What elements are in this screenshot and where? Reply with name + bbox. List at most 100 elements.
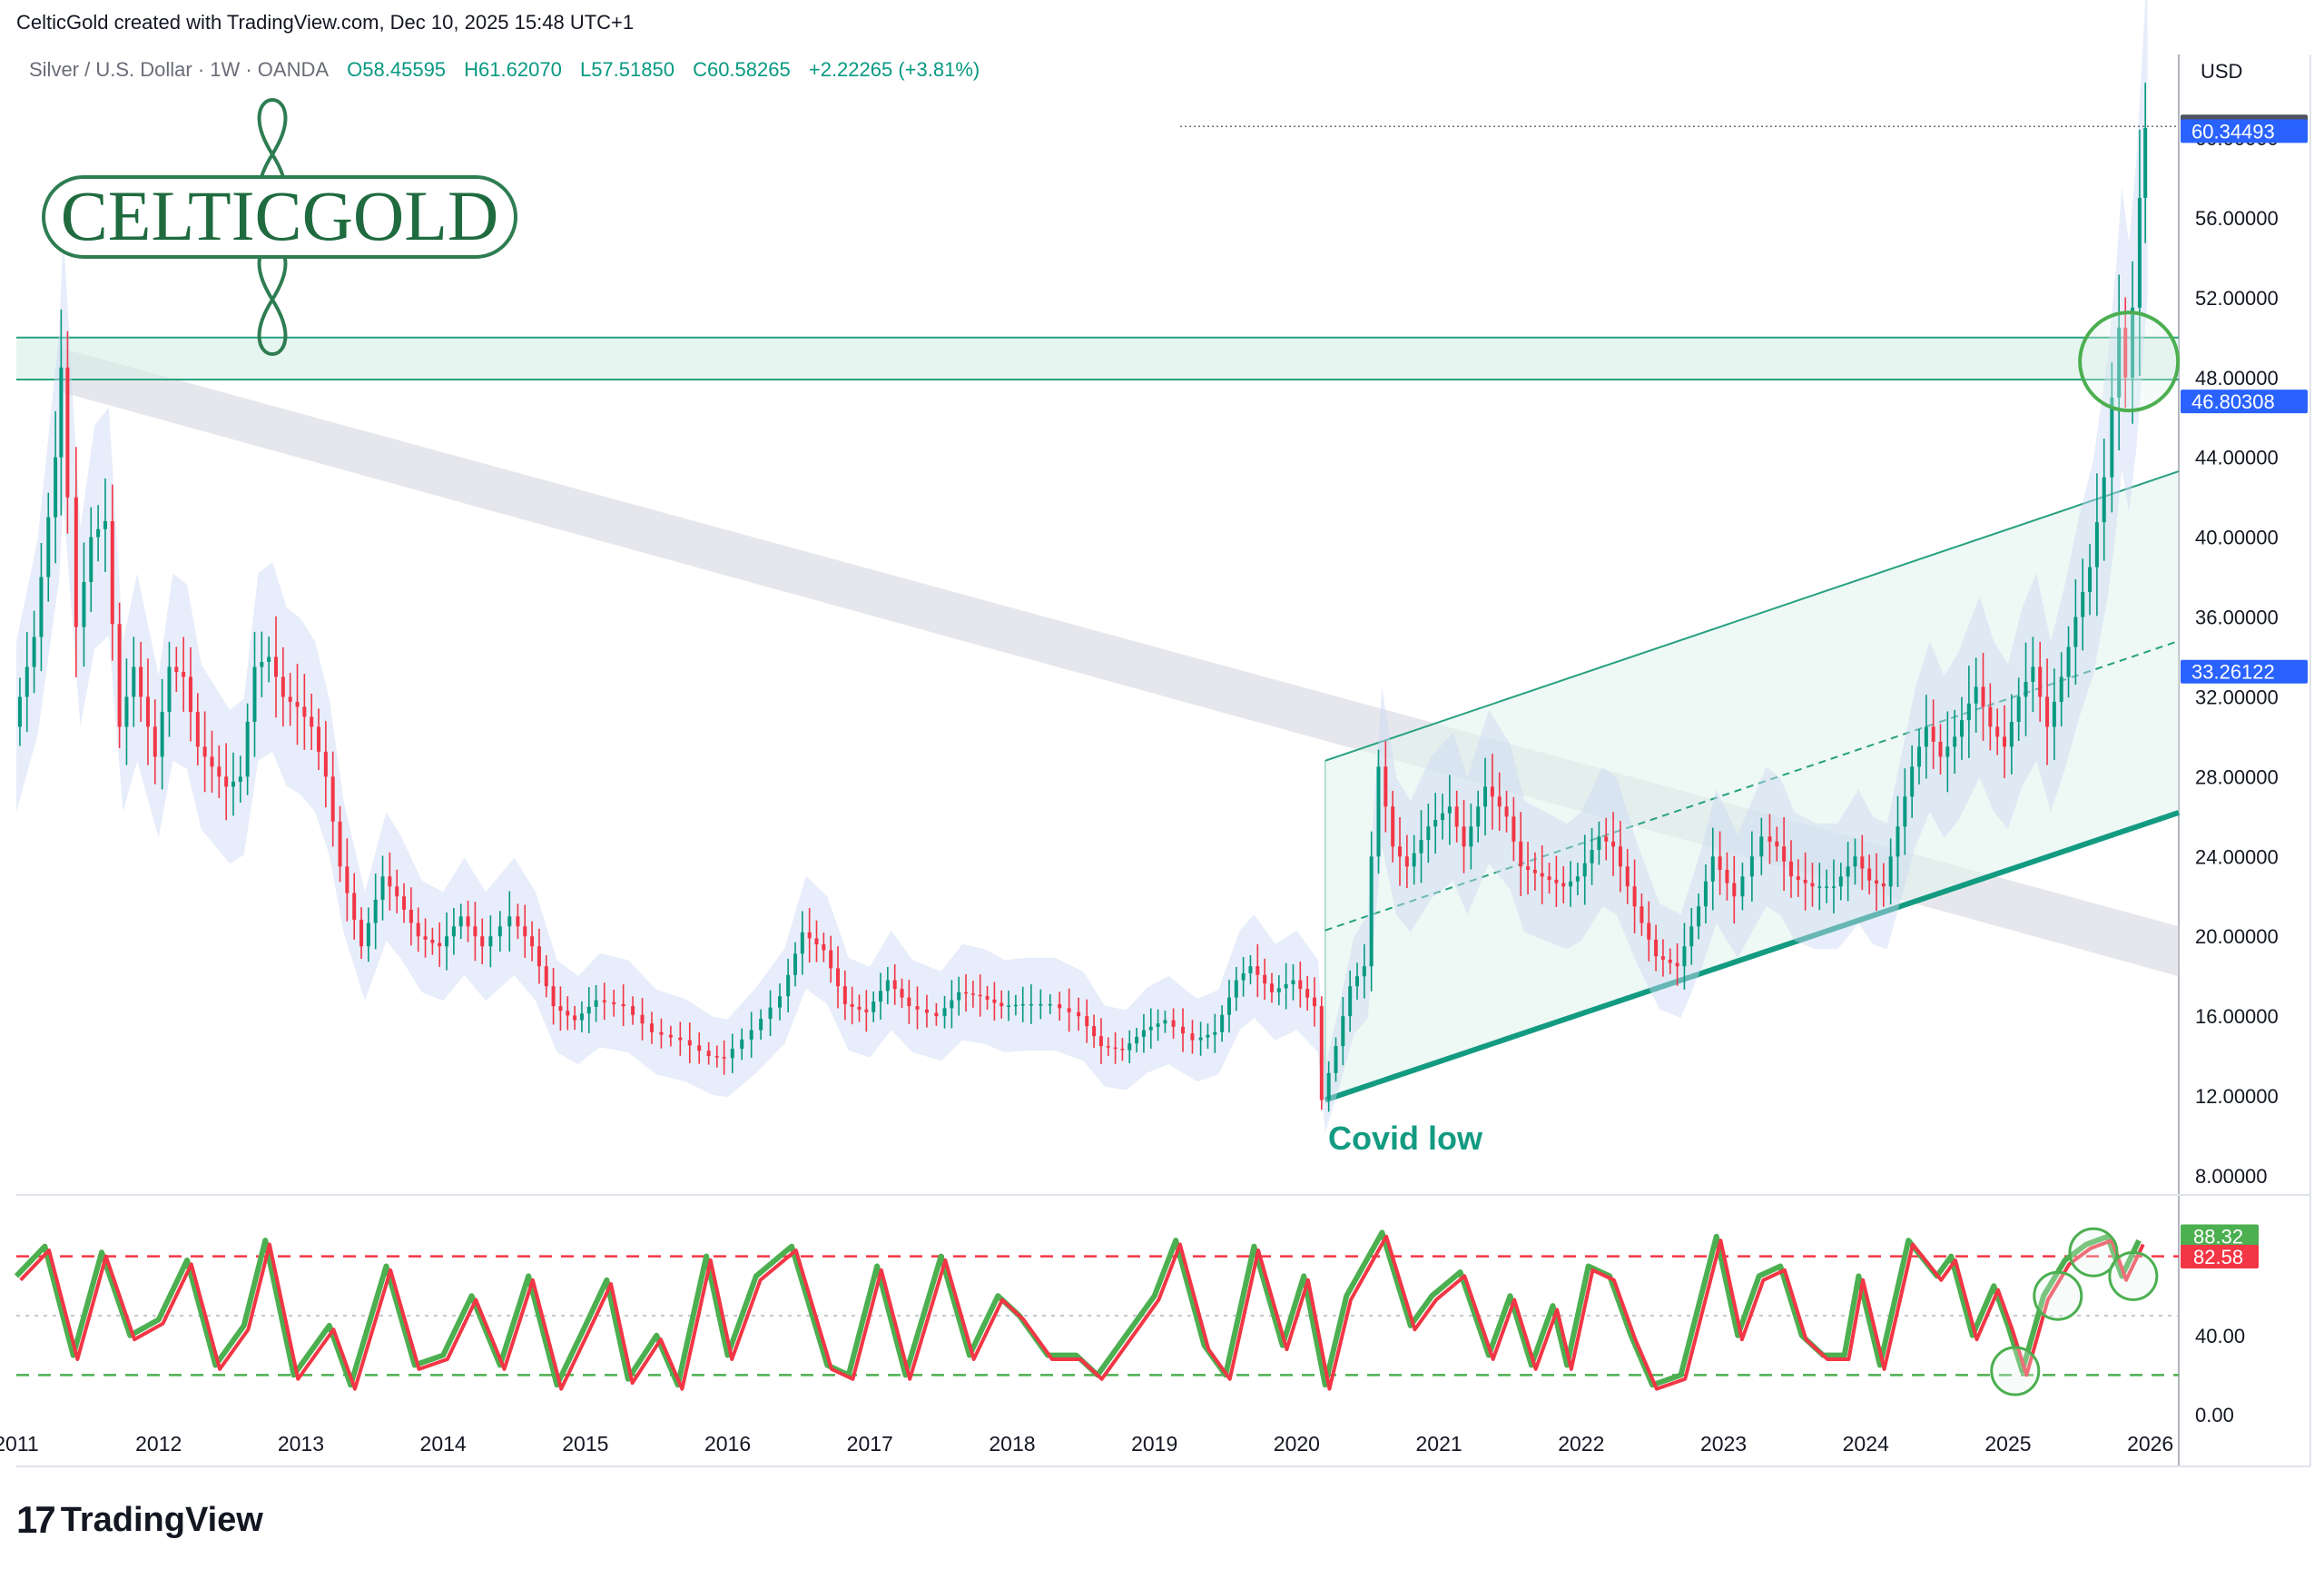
price-candle-body xyxy=(260,661,264,667)
time-tick-label: 2016 xyxy=(704,1432,751,1456)
price-candle-body xyxy=(345,866,350,893)
price-candle-body xyxy=(1490,786,1494,797)
price-candle-body xyxy=(1903,796,1907,827)
price-candle-body xyxy=(523,926,527,937)
price-candle-body xyxy=(1298,980,1303,990)
price-candle-body xyxy=(978,994,982,997)
price-candle-body xyxy=(1654,939,1659,957)
tv-logo-text: TradingView xyxy=(60,1500,263,1539)
osc-tick-label: 40.00 xyxy=(2195,1325,2245,1347)
price-candle-body xyxy=(1618,846,1622,867)
price-candle-body xyxy=(594,1000,598,1007)
price-candle-body xyxy=(466,916,470,927)
price-candle-body xyxy=(110,521,114,625)
price-candle-body xyxy=(153,726,157,757)
price-tick-label: 32.00000 xyxy=(2195,686,2279,708)
price-candle-body xyxy=(1590,849,1594,863)
price-candle-body xyxy=(1000,1002,1004,1007)
price-candle-body xyxy=(1098,1036,1103,1047)
price-candle-body xyxy=(970,993,975,995)
price-candle-body xyxy=(423,936,428,940)
price-candle-body xyxy=(1846,866,1850,877)
price-candle-body xyxy=(160,711,164,757)
price-candle-body xyxy=(507,916,512,927)
price-candle-body xyxy=(1689,926,1694,947)
time-tick-label: 2022 xyxy=(1558,1432,1604,1456)
time-tick-label: 2018 xyxy=(989,1432,1035,1456)
price-candle-body xyxy=(1226,997,1231,1015)
price-candle-body xyxy=(1348,986,1353,1017)
price-candle-body xyxy=(907,997,911,1007)
price-candle-body xyxy=(1020,1003,1025,1006)
price-candle-body xyxy=(1441,813,1445,821)
price-candle-body xyxy=(1540,873,1544,877)
price-candle-body xyxy=(338,821,342,867)
price-candle-body xyxy=(103,521,107,529)
price-candle-body xyxy=(1953,736,1957,747)
price-candle-body xyxy=(1369,856,1374,967)
price-candle-body xyxy=(1376,766,1381,857)
price-candle-body xyxy=(678,1037,683,1041)
price-candle-body xyxy=(2117,327,2122,398)
price-candle-body xyxy=(1029,1003,1033,1006)
logo-frame xyxy=(42,175,517,259)
price-candle-body xyxy=(1058,1003,1062,1009)
osc-d-line xyxy=(14,1229,2142,1388)
price-candle-body xyxy=(1077,1011,1081,1017)
price-candle-body xyxy=(2143,128,2148,198)
price-candle-body xyxy=(182,671,186,677)
price-candle-body xyxy=(1326,1072,1331,1100)
price-tick-label: 8.00000 xyxy=(2195,1165,2268,1188)
price-candle-body xyxy=(217,766,222,777)
price-candle-body xyxy=(210,756,214,767)
price-candle-body xyxy=(54,457,58,518)
price-candle-body xyxy=(1391,806,1395,847)
price-candle-body xyxy=(145,696,150,727)
covid-low-annotation: Covid low xyxy=(1328,1120,1482,1157)
price-candle-body xyxy=(829,950,833,969)
price-candle-body xyxy=(2059,676,2063,702)
price-tag xyxy=(2181,390,2308,414)
price-candle-body xyxy=(1276,988,1281,992)
price-candle-body xyxy=(1497,796,1502,807)
price-tag xyxy=(2181,119,2308,143)
price-candle-body xyxy=(558,1006,563,1011)
time-tick-label: 2021 xyxy=(1416,1432,1462,1456)
price-candle-body xyxy=(124,696,129,727)
price-candle-body xyxy=(706,1051,711,1057)
price-candle-body xyxy=(1547,876,1551,880)
price-candle-body xyxy=(586,1006,591,1014)
currency-selector[interactable]: USD xyxy=(2201,60,2243,83)
tradingview-logo[interactable]: 17 TradingView xyxy=(16,1498,263,1542)
price-candle-body xyxy=(1931,726,1935,742)
price-candle-body xyxy=(2131,307,2135,378)
price-tag-label: 60.34493 xyxy=(2191,120,2275,143)
price-candle-body xyxy=(224,776,229,787)
price-candle-body xyxy=(438,942,442,947)
price-candle-body xyxy=(1775,841,1779,847)
price-candle-body xyxy=(1412,853,1416,867)
price-candle-body xyxy=(850,1003,854,1007)
price-candle-body xyxy=(1604,836,1609,842)
price-tick-label: 44.00000 xyxy=(2195,447,2279,469)
low-value: L57.51850 xyxy=(579,58,675,81)
price-candle-body xyxy=(668,1034,673,1038)
price-candle-body xyxy=(1454,806,1459,827)
logo-text: CELTICGOLD xyxy=(61,176,498,255)
price-candle-body xyxy=(964,992,969,994)
price-candle-body xyxy=(1354,976,1359,987)
price-candle-body xyxy=(458,916,463,927)
bollinger-band xyxy=(16,0,2148,1133)
price-candle-body xyxy=(451,926,456,937)
channel-lower-line xyxy=(1324,810,2180,1103)
price-candle-body xyxy=(1732,883,1737,897)
price-candle-body xyxy=(1853,856,1857,867)
price-candle-body xyxy=(1128,1043,1132,1051)
price-candle-body xyxy=(330,776,335,822)
price-tick-label: 48.00000 xyxy=(2195,367,2279,390)
price-candle-body xyxy=(238,776,242,782)
price-candle-body xyxy=(814,938,819,945)
price-candle-body xyxy=(1092,1026,1097,1037)
price-candle-body xyxy=(1860,856,1865,869)
